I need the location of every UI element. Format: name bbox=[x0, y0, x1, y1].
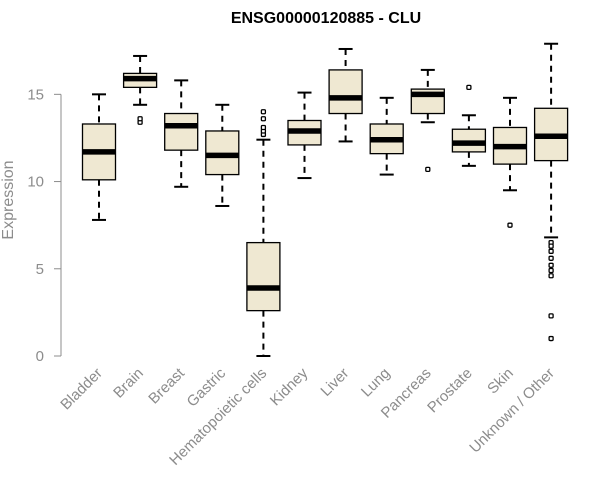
box-8 bbox=[410, 68, 445, 172]
outlier-point bbox=[548, 273, 554, 279]
box-iqr bbox=[164, 112, 199, 151]
box-iqr bbox=[328, 69, 363, 115]
chart-title: ENSG00000120885 - CLU bbox=[231, 10, 421, 27]
box-7 bbox=[369, 96, 404, 176]
y-tick-label: 5 bbox=[36, 261, 44, 278]
box-11 bbox=[533, 42, 569, 342]
y-tick-label: 10 bbox=[27, 174, 44, 191]
x-tick-label: Prostate bbox=[424, 365, 476, 417]
x-tick-label: Lung bbox=[358, 365, 394, 401]
box-iqr bbox=[246, 241, 281, 312]
outlier-point bbox=[548, 313, 554, 319]
x-tick-label: Liver bbox=[317, 365, 352, 400]
outlier-point bbox=[466, 84, 472, 91]
box-1 bbox=[122, 54, 158, 125]
x-tick-label: Breast bbox=[145, 364, 188, 407]
outlier-point bbox=[425, 166, 431, 172]
x-tick-label: Brain bbox=[110, 365, 147, 402]
box-9 bbox=[451, 84, 487, 167]
outlier-point bbox=[548, 267, 554, 274]
box-10 bbox=[492, 96, 528, 228]
box-0 bbox=[81, 93, 117, 221]
outlier-point bbox=[548, 262, 554, 268]
y-tick-label: 0 bbox=[36, 348, 44, 365]
box-4 bbox=[246, 109, 281, 357]
outlier-point bbox=[548, 248, 554, 254]
box-6 bbox=[328, 47, 363, 143]
y-axis-label: Expression bbox=[0, 160, 17, 239]
box-3 bbox=[205, 103, 240, 207]
box-5 bbox=[287, 91, 322, 180]
x-tick-label: Bladder bbox=[57, 365, 106, 414]
outlier-point bbox=[548, 243, 554, 249]
outlier-point bbox=[260, 124, 267, 131]
outlier-point bbox=[507, 222, 513, 228]
outlier-point bbox=[137, 116, 143, 122]
outlier-point bbox=[548, 335, 554, 342]
box-2 bbox=[164, 79, 199, 188]
outlier-point bbox=[260, 116, 267, 122]
outlier-point bbox=[260, 109, 267, 115]
x-tick-label: Skin bbox=[484, 365, 517, 398]
y-tick-label: 15 bbox=[27, 86, 44, 103]
y-axis: 0 5 10 15 bbox=[27, 86, 62, 365]
box-series bbox=[81, 42, 569, 357]
outlier-point bbox=[548, 255, 554, 261]
x-tick-label: Kidney bbox=[267, 364, 312, 409]
